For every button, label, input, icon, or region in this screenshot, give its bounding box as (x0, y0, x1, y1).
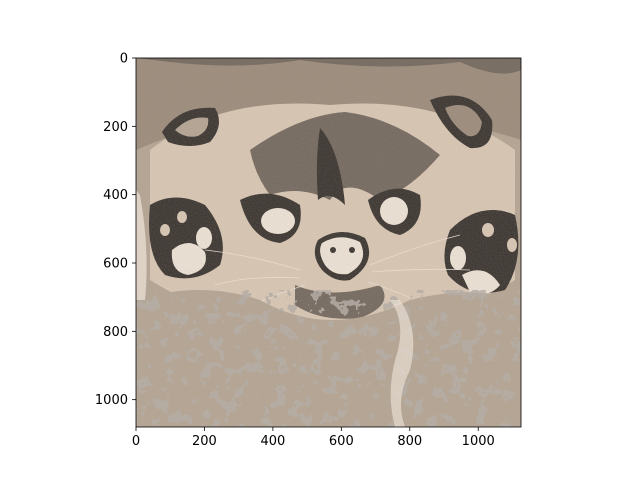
x-tick-label: 800 (397, 434, 422, 449)
y-tick-label: 800 (103, 325, 128, 340)
y-tick-label: 400 (103, 188, 128, 203)
y-tick-label: 600 (103, 257, 128, 272)
texture-overlay (136, 58, 521, 427)
y-axis: 0 200 400 600 800 1000 (95, 52, 136, 409)
y-tick-label: 1000 (95, 393, 128, 408)
x-tick-label: 400 (260, 434, 285, 449)
y-tick-label: 200 (103, 120, 128, 135)
x-tick-label: 200 (192, 434, 217, 449)
image-area (136, 58, 521, 427)
x-tick-label: 0 (132, 434, 140, 449)
y-tick-label: 0 (120, 52, 128, 67)
x-tick-label: 600 (329, 434, 354, 449)
x-axis: 0 200 400 600 800 1000 (132, 427, 495, 449)
x-tick-label: 1000 (462, 434, 495, 449)
